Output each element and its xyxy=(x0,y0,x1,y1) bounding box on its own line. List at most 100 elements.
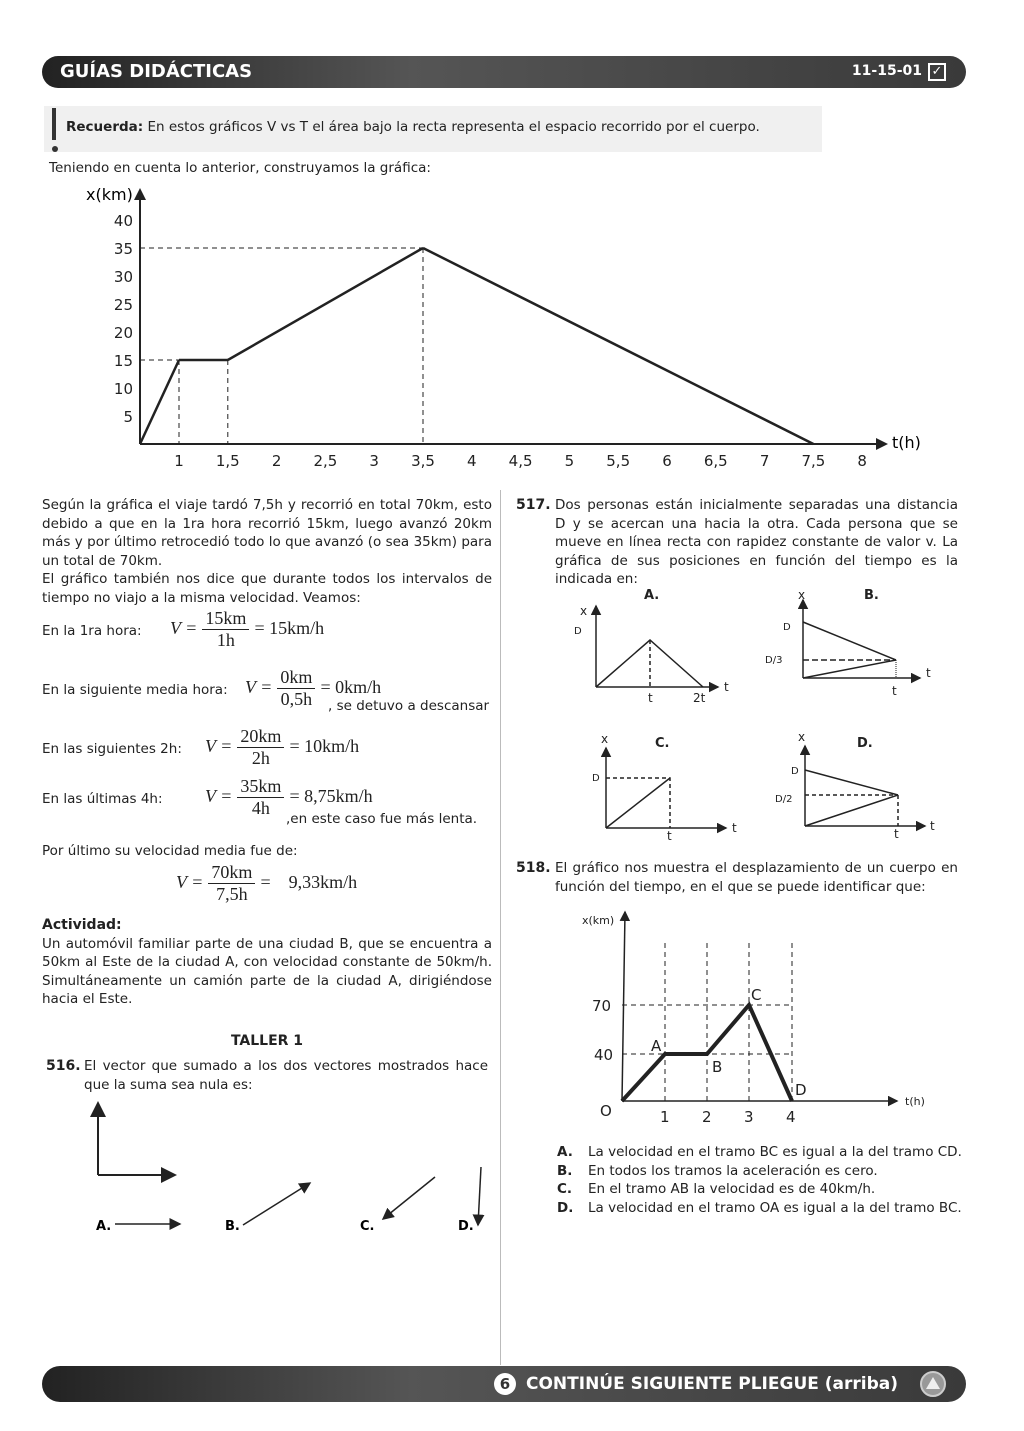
option-d-vector xyxy=(472,1166,485,1227)
paragraph-intervals: El gráfico también nos dice que durante … xyxy=(42,571,492,606)
q518-option-d[interactable]: D. La velocidad en el tramo OA es igual a… xyxy=(557,1199,962,1216)
svg-text:40: 40 xyxy=(594,1046,613,1064)
x-tick-label: 5,5 xyxy=(606,452,630,470)
q517-graphs: A. x D t t 2t B. x D D/3 t t xyxy=(574,588,935,843)
svg-text:t: t xyxy=(724,680,729,694)
svg-text:t: t xyxy=(926,666,931,680)
svg-text:t: t xyxy=(894,827,899,841)
data-segment xyxy=(227,246,424,362)
equation-label: En las últimas 4h: xyxy=(42,791,163,807)
y-tick-label: 40 xyxy=(114,212,133,230)
svg-text:4: 4 xyxy=(786,1108,796,1126)
svg-text:C: C xyxy=(751,986,761,1004)
option-c-vector xyxy=(381,1176,436,1220)
x-tick-label: 1 xyxy=(174,452,184,470)
svg-text:D.: D. xyxy=(857,736,873,751)
final-equation: V = 70km 7,5h = 9,33km/h xyxy=(176,862,358,904)
svg-text:D/3: D/3 xyxy=(765,655,782,666)
option-a-label[interactable]: A. xyxy=(96,1219,111,1234)
page-number: 6 xyxy=(494,1373,516,1395)
option-d-label[interactable]: D. xyxy=(458,1219,474,1234)
svg-text:x: x xyxy=(798,588,805,602)
equation-formula: V = 35km 4h = 8,75km/h xyxy=(205,776,373,818)
q516-number: 516. xyxy=(46,1058,81,1074)
option-a-graph[interactable]: A. x D t t 2t xyxy=(574,588,729,705)
q518-graph: x(km) t(h) 70 40 O 1 2 3 4 A B C D xyxy=(582,910,925,1126)
velocity-equation: En las últimas 4h: V = 35km 4h = 8,75km/h… xyxy=(42,776,497,827)
x-tick-label: 6,5 xyxy=(704,452,728,470)
svg-text:x(km): x(km) xyxy=(582,914,614,927)
actividad-title: Actividad: xyxy=(42,917,122,933)
q517-number: 517. xyxy=(516,497,551,513)
x-axis-arrow-icon xyxy=(876,438,888,450)
q518-option-c[interactable]: C. En el tramo AB la velocidad es de 40km… xyxy=(557,1181,876,1197)
paragraph-average: Por último su velocidad media fue de: xyxy=(42,843,298,859)
equation-formula: V = 15km 1h = 15km/h xyxy=(170,608,325,650)
equation-note: ,en este caso fue más lenta. xyxy=(286,811,478,827)
y-tick-label: 25 xyxy=(114,296,133,314)
q518-option-b[interactable]: B. En todos los tramos la aceleración es … xyxy=(557,1162,878,1179)
equation-note: , se detuvo a descansar xyxy=(328,698,490,714)
y-tick-label: 15 xyxy=(114,352,133,370)
equation-label: En la 1ra hora: xyxy=(42,623,142,639)
option-d-graph[interactable]: D. x D D/2 t t xyxy=(775,730,935,841)
distance-time-chart: x(km) t(h) 1 1,5 2 2,5 3 3,5 4 4,5 5 5,5 6 6,5 7 7,5 8… xyxy=(86,185,921,470)
svg-text:D/2: D/2 xyxy=(775,794,792,805)
svg-text:2t: 2t xyxy=(693,691,706,705)
actividad-text: Un automóvil familiar parte de una ciuda… xyxy=(42,935,492,1008)
svg-text:t: t xyxy=(892,684,897,698)
option-b-vector xyxy=(242,1182,312,1226)
y-tick-label: 35 xyxy=(114,240,133,258)
q518-text: El gráfico nos muestra el desplazamiento… xyxy=(555,860,958,895)
y-tick-label: 30 xyxy=(114,268,133,286)
equation-formula: V = 20km 2h = 10km/h xyxy=(205,726,360,768)
option-c-label[interactable]: C. xyxy=(360,1219,374,1234)
recuerda-label: Recuerda: xyxy=(66,119,144,135)
svg-text:A.: A. xyxy=(644,588,659,603)
velocity-equation: En la siguiente media hora: V = 0km 0,5h … xyxy=(42,667,497,714)
svg-text:D: D xyxy=(783,622,791,633)
header-title: GUÍAS DIDÁCTICAS xyxy=(60,61,253,82)
option-b-graph[interactable]: B. x D D/3 t t xyxy=(765,588,931,698)
y-tick-label: 20 xyxy=(114,324,133,342)
q518-number: 518. xyxy=(516,860,551,876)
q516-text: El vector que sumado a los dos vectores … xyxy=(84,1058,488,1093)
x-tick-label: 4 xyxy=(467,452,477,470)
velocity-equation: En la 1ra hora: V = 15km 1h = 15km/h xyxy=(42,608,497,654)
option-b-label[interactable]: B. xyxy=(225,1219,240,1234)
checkbox-checked-icon: ✓ xyxy=(928,63,946,81)
x-tick-label: 6 xyxy=(662,452,672,470)
triangle-up-circle-icon xyxy=(920,1371,946,1397)
data-segment xyxy=(138,359,181,445)
svg-text:t: t xyxy=(667,829,672,843)
svg-text:t: t xyxy=(930,819,935,833)
q516-vectors: A. B. C. D. xyxy=(90,1101,485,1234)
svg-text:t: t xyxy=(732,821,737,835)
data-segment xyxy=(422,246,814,446)
paragraph-summary: Según la gráfica el viaje tardó 7,5h y r… xyxy=(42,497,492,569)
option-c-graph[interactable]: C. x D t t xyxy=(592,732,737,843)
svg-text:D: D xyxy=(574,626,582,637)
x-tick-label: 8 xyxy=(857,452,867,470)
velocity-equation: En las siguientes 2h: V = 20km 2h = 10km/… xyxy=(42,726,497,772)
x-tick-label: 2 xyxy=(272,452,282,470)
y-axis-label: x(km) xyxy=(86,185,133,204)
actividad-section: Actividad: Un automóvil familiar parte d… xyxy=(42,916,492,1009)
svg-text:x: x xyxy=(798,730,805,744)
svg-text:3: 3 xyxy=(744,1108,754,1126)
q518-options: A. La velocidad en el tramo BC es igual a… xyxy=(557,1143,977,1217)
column-divider xyxy=(500,490,501,1365)
svg-text:t(h): t(h) xyxy=(905,1095,925,1108)
x-tick-label: 7,5 xyxy=(801,452,825,470)
svg-text:A: A xyxy=(651,1037,662,1055)
x-tick-label: 4,5 xyxy=(509,452,533,470)
y-tick-label: 5 xyxy=(123,408,133,426)
svg-text:t: t xyxy=(648,691,653,705)
x-tick-label: 5 xyxy=(565,452,575,470)
x-tick-label: 2,5 xyxy=(313,452,337,470)
x-tick-label: 7 xyxy=(760,452,770,470)
x-tick-label: 3 xyxy=(369,452,379,470)
svg-text:2: 2 xyxy=(702,1108,712,1126)
q518-option-a[interactable]: A. La velocidad en el tramo BC es igual a… xyxy=(557,1144,962,1160)
